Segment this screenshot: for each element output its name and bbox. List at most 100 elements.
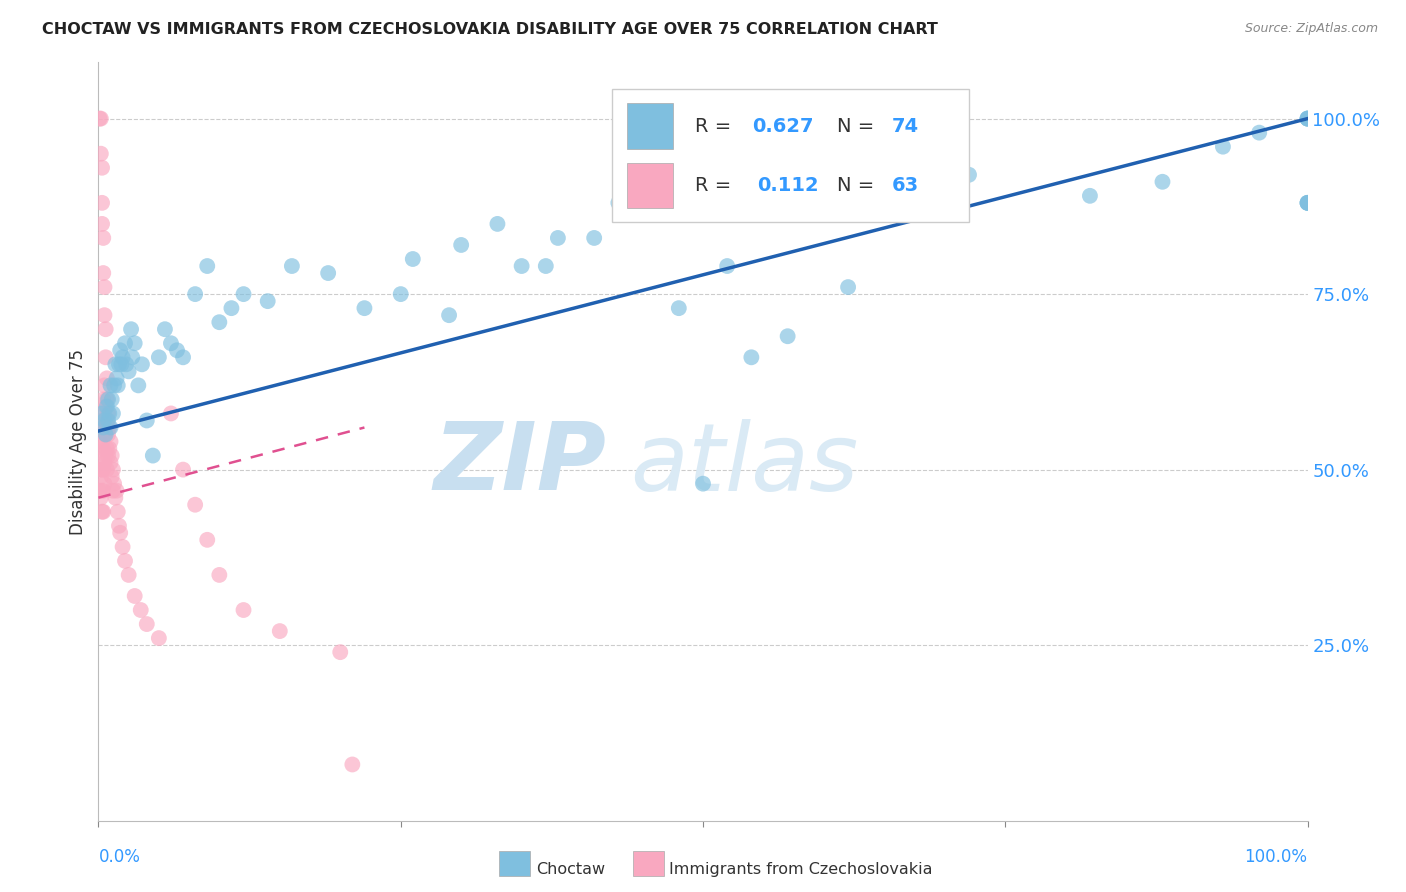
Point bbox=[1249, 126, 1271, 140]
Point bbox=[172, 351, 194, 365]
Point bbox=[631, 202, 654, 217]
Point bbox=[118, 568, 141, 582]
Point bbox=[98, 420, 121, 434]
Text: ZIP: ZIP bbox=[433, 418, 606, 510]
Point bbox=[107, 378, 129, 392]
Point bbox=[402, 252, 425, 266]
Point bbox=[91, 413, 114, 427]
Point bbox=[1296, 112, 1319, 126]
Point bbox=[103, 476, 125, 491]
Point bbox=[115, 357, 138, 371]
Point bbox=[437, 308, 460, 322]
Point bbox=[389, 287, 412, 301]
Text: R =: R = bbox=[695, 117, 737, 136]
Point bbox=[329, 645, 352, 659]
FancyBboxPatch shape bbox=[613, 89, 969, 221]
Point bbox=[91, 195, 114, 210]
Point bbox=[105, 371, 128, 385]
Point bbox=[96, 400, 118, 414]
Point bbox=[1296, 112, 1319, 126]
Point bbox=[90, 449, 112, 463]
Point bbox=[93, 407, 115, 421]
Point bbox=[692, 476, 714, 491]
Point bbox=[91, 462, 114, 476]
Point bbox=[114, 336, 136, 351]
Point bbox=[93, 427, 115, 442]
Text: 0.627: 0.627 bbox=[752, 117, 814, 136]
Point bbox=[108, 525, 131, 540]
Point bbox=[104, 491, 127, 505]
Point bbox=[91, 266, 114, 280]
Point bbox=[93, 280, 115, 294]
Point bbox=[957, 168, 980, 182]
Point bbox=[121, 351, 143, 365]
Point bbox=[90, 420, 112, 434]
Point bbox=[91, 161, 114, 175]
Text: 100.0%: 100.0% bbox=[1244, 848, 1308, 866]
Point bbox=[607, 195, 630, 210]
Text: atlas: atlas bbox=[630, 418, 859, 510]
Point bbox=[108, 343, 131, 358]
Point bbox=[96, 442, 118, 456]
Point bbox=[1078, 189, 1101, 203]
Point bbox=[153, 322, 176, 336]
Point bbox=[184, 498, 207, 512]
Point bbox=[89, 462, 111, 476]
Text: N =: N = bbox=[837, 177, 880, 195]
Point bbox=[208, 315, 231, 329]
Point bbox=[776, 329, 799, 343]
Point bbox=[232, 287, 254, 301]
Point bbox=[96, 462, 118, 476]
Point bbox=[90, 469, 112, 483]
Point bbox=[111, 351, 134, 365]
Point bbox=[101, 462, 124, 476]
Point bbox=[195, 259, 218, 273]
Point bbox=[107, 505, 129, 519]
Point bbox=[97, 413, 120, 427]
Point bbox=[131, 357, 153, 371]
Point bbox=[221, 301, 243, 315]
Point bbox=[104, 357, 127, 371]
Point bbox=[232, 603, 254, 617]
Point bbox=[129, 603, 152, 617]
Point bbox=[1296, 112, 1319, 126]
Point bbox=[135, 617, 157, 632]
Point bbox=[120, 322, 142, 336]
Point bbox=[124, 589, 146, 603]
Point bbox=[91, 483, 114, 498]
Text: Source: ZipAtlas.com: Source: ZipAtlas.com bbox=[1244, 22, 1378, 36]
Point bbox=[1296, 195, 1319, 210]
Point bbox=[91, 505, 114, 519]
Point bbox=[583, 231, 606, 245]
Point bbox=[166, 343, 188, 358]
Text: R =: R = bbox=[695, 177, 744, 195]
Point bbox=[94, 427, 117, 442]
FancyBboxPatch shape bbox=[627, 163, 672, 209]
Point bbox=[486, 217, 509, 231]
Point bbox=[101, 407, 124, 421]
Point bbox=[94, 420, 117, 434]
Point bbox=[100, 392, 122, 407]
Point bbox=[142, 449, 165, 463]
Point bbox=[98, 442, 121, 456]
Point bbox=[100, 469, 122, 483]
Point bbox=[97, 449, 120, 463]
Text: Choctaw: Choctaw bbox=[536, 863, 605, 877]
Point bbox=[91, 462, 114, 476]
Point bbox=[111, 540, 134, 554]
Point bbox=[1296, 195, 1319, 210]
Point bbox=[1152, 175, 1174, 189]
Point bbox=[342, 757, 364, 772]
Point bbox=[94, 449, 117, 463]
Point bbox=[195, 533, 218, 547]
Point bbox=[1212, 139, 1234, 153]
Point bbox=[160, 407, 183, 421]
Point bbox=[91, 483, 114, 498]
Point bbox=[93, 476, 115, 491]
Point bbox=[91, 434, 114, 449]
Point bbox=[668, 301, 690, 315]
Point bbox=[91, 407, 114, 421]
Text: 0.0%: 0.0% bbox=[98, 848, 141, 866]
Point bbox=[740, 351, 762, 365]
Point bbox=[316, 266, 339, 280]
